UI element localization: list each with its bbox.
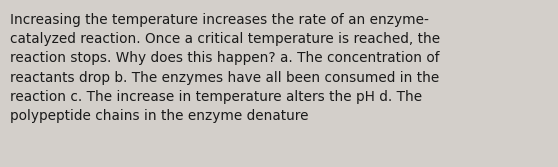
Text: Increasing the temperature increases the rate of an enzyme-
catalyzed reaction. : Increasing the temperature increases the… (10, 13, 440, 123)
